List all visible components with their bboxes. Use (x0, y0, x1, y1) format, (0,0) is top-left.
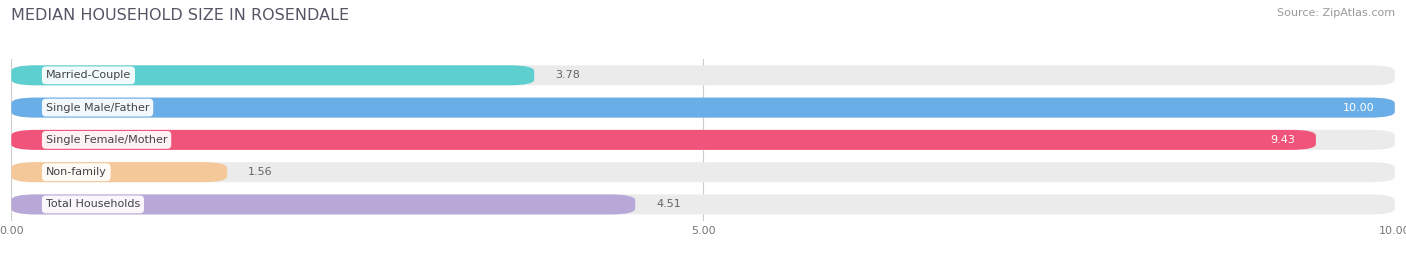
Text: 3.78: 3.78 (555, 70, 579, 80)
Text: 10.00: 10.00 (1343, 102, 1374, 113)
Text: MEDIAN HOUSEHOLD SIZE IN ROSENDALE: MEDIAN HOUSEHOLD SIZE IN ROSENDALE (11, 8, 349, 23)
FancyBboxPatch shape (11, 194, 636, 214)
Text: Single Male/Father: Single Male/Father (46, 102, 149, 113)
FancyBboxPatch shape (11, 130, 1316, 150)
FancyBboxPatch shape (11, 98, 1395, 118)
FancyBboxPatch shape (11, 98, 1395, 118)
FancyBboxPatch shape (11, 162, 1395, 182)
FancyBboxPatch shape (11, 130, 1395, 150)
Text: Total Households: Total Households (46, 199, 141, 210)
Text: 1.56: 1.56 (247, 167, 273, 177)
Text: Source: ZipAtlas.com: Source: ZipAtlas.com (1277, 8, 1395, 18)
Text: Married-Couple: Married-Couple (46, 70, 131, 80)
Text: Non-family: Non-family (46, 167, 107, 177)
FancyBboxPatch shape (11, 65, 1395, 85)
Text: 9.43: 9.43 (1270, 135, 1295, 145)
Text: Single Female/Mother: Single Female/Mother (46, 135, 167, 145)
FancyBboxPatch shape (11, 162, 228, 182)
FancyBboxPatch shape (11, 194, 1395, 214)
FancyBboxPatch shape (11, 65, 534, 85)
Text: 4.51: 4.51 (657, 199, 681, 210)
